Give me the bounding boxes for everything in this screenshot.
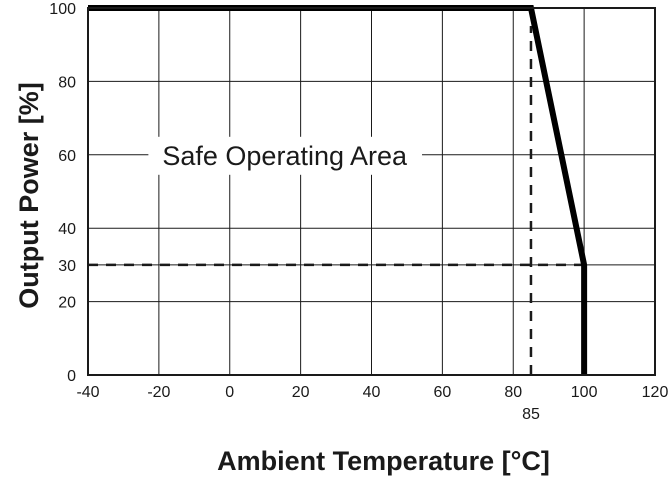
y-tick-label: 40 [58,221,76,238]
y-tick-label: 80 [58,74,76,91]
y-axis-title: Output Power [%] [14,82,44,308]
derating-curve [88,5,588,375]
x-tick-label: 20 [292,384,310,401]
safe-operating-area-label: Safe Operating Area [162,141,408,171]
x-tick-label: 80 [504,384,522,401]
series-group [88,5,588,375]
y-tick-label: 0 [67,368,76,385]
reference-lines [88,26,585,375]
annotation-background [148,136,423,175]
y-tick-label: 20 [58,295,76,312]
x-tick-label: -20 [147,384,170,401]
y-tick-labels: 0 20 30 40 60 80 100 [49,1,76,385]
x-axis-title: Ambient Temperature [°C] [217,446,550,476]
y-tick-label: 30 [58,258,76,275]
x-tick-label: 0 [225,384,234,401]
x-tick-label: 120 [642,384,669,401]
x-tick-label: 60 [433,384,451,401]
x-tick-labels: -40 -20 0 20 40 60 80 100 120 [76,384,668,401]
x-tick-label: 100 [571,384,598,401]
x-tick-label: 40 [363,384,381,401]
y-tick-label: 100 [49,1,76,18]
marker-85-label: 85 [522,406,540,423]
x-tick-label: -40 [76,384,99,401]
y-tick-label: 60 [58,148,76,165]
plot-frame [87,7,656,376]
